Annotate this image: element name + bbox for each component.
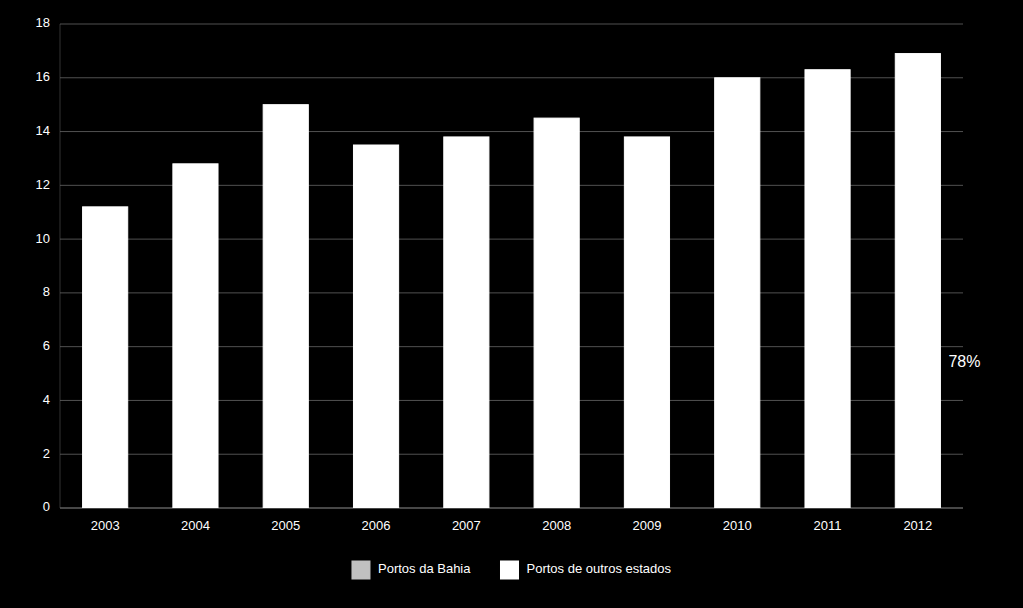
y-tick-label: 10 — [36, 231, 50, 246]
x-tick-label: 2005 — [271, 518, 300, 533]
bar — [353, 145, 398, 508]
bars — [83, 54, 941, 508]
y-tick-label: 6 — [43, 338, 50, 353]
x-tick-label: 2010 — [723, 518, 752, 533]
y-tick-label: 16 — [36, 69, 50, 84]
axes: 0 2 4 6 8 10 12 14 16 18 2003 2004 2005 2006 2007 2008 2… — [36, 15, 963, 533]
legend: Portos da Bahia Portos de outros estados — [352, 561, 672, 579]
legend-swatch — [500, 561, 518, 579]
legend-swatch — [352, 561, 370, 579]
y-tick-label: 12 — [36, 177, 50, 192]
x-tick-label: 2011 — [814, 518, 842, 533]
bar — [534, 118, 579, 508]
y-tick-label: 2 — [43, 446, 50, 461]
y-axis-line — [60, 24, 61, 508]
bar — [263, 105, 308, 508]
bar — [624, 137, 669, 508]
x-tick-label: 2008 — [542, 518, 571, 533]
bar — [895, 54, 940, 508]
y-tick-label: 8 — [43, 284, 50, 299]
x-tick-label: 2004 — [181, 518, 210, 533]
bar — [83, 207, 128, 508]
chart-svg: 0 2 4 6 8 10 12 14 16 18 2003 2004 2005 2006 2007 2008 2… — [0, 0, 1023, 608]
x-tick-label: 2009 — [632, 518, 661, 533]
x-tick-label: 2006 — [362, 518, 391, 533]
bar — [715, 78, 760, 508]
bar — [805, 70, 850, 508]
y-tick-label: 0 — [43, 499, 50, 514]
grid-line — [60, 24, 963, 25]
bar — [444, 137, 489, 508]
x-tick-label: 2003 — [91, 518, 120, 533]
background — [0, 0, 1023, 608]
y-tick-label: 18 — [36, 15, 50, 30]
y-tick-label: 14 — [36, 123, 50, 138]
grid — [60, 24, 963, 508]
legend-label: Portos de outros estados — [526, 561, 671, 576]
x-tick-label: 2012 — [903, 518, 932, 533]
chart-container: 0 2 4 6 8 10 12 14 16 18 2003 2004 2005 2006 2007 2008 2… — [0, 0, 1023, 608]
y-tick-label: 4 — [43, 392, 50, 407]
legend-label: Portos da Bahia — [378, 561, 471, 576]
annotation: 78% — [948, 353, 980, 370]
legend-item: Portos de outros estados — [500, 561, 671, 579]
bar — [173, 164, 218, 508]
x-tick-label: 2007 — [452, 518, 481, 533]
legend-item: Portos da Bahia — [352, 561, 471, 579]
